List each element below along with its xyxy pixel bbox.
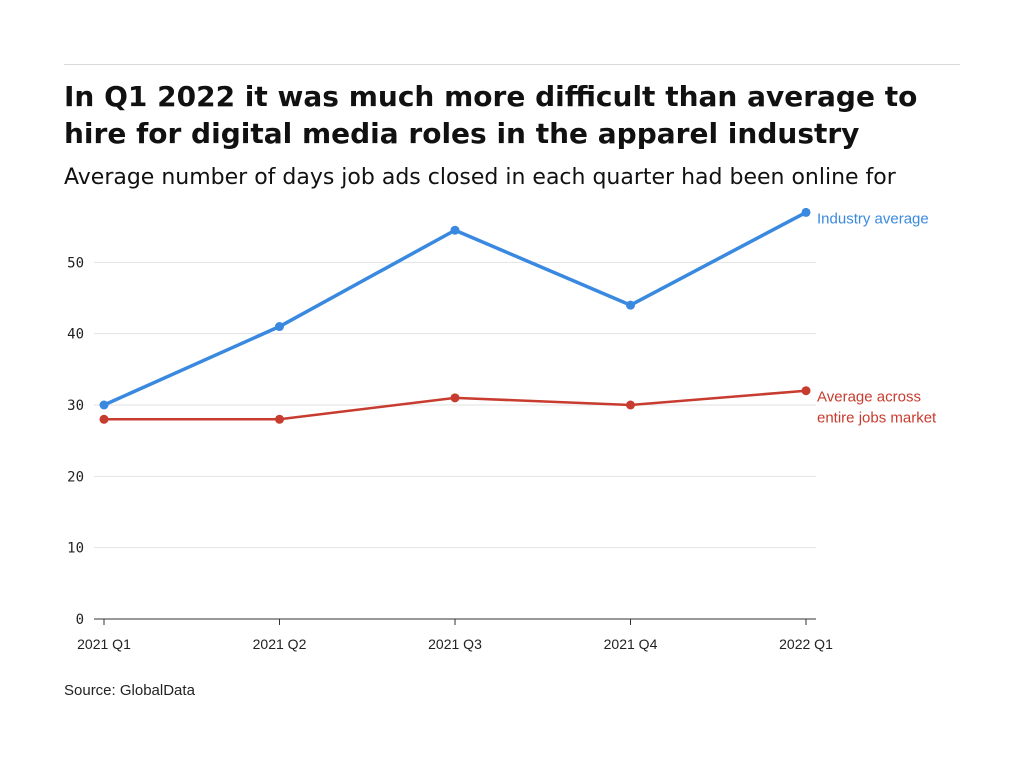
y-tick-label: 20 (67, 469, 84, 485)
series-label-line: Industry average (817, 210, 929, 227)
data-point (626, 300, 635, 310)
data-point (801, 207, 811, 217)
y-tick-label: 10 (67, 541, 84, 557)
series-label-line: entire jobs market (817, 410, 937, 427)
y-tick-label: 40 (67, 327, 84, 343)
data-point (275, 414, 284, 424)
data-point (450, 393, 460, 403)
series-line (102, 210, 808, 407)
series-label: Industry average (817, 210, 929, 227)
source-note: Source: GlobalData (64, 682, 195, 699)
x-tick-label: 2021 Q1 (77, 636, 131, 652)
top-rule (64, 64, 960, 65)
x-tick-label: 2021 Q3 (428, 636, 482, 652)
x-tick-label: 2021 Q2 (253, 636, 307, 652)
axes (94, 618, 816, 625)
chart-subtitle: Average number of days job ads closed in… (64, 165, 896, 190)
x-tick-label: 2022 Q1 (779, 636, 833, 652)
series-label-line: Average across (817, 389, 921, 406)
y-tick-label: 50 (67, 255, 84, 271)
data-point (99, 400, 109, 410)
data-point (99, 414, 109, 424)
data-point (626, 400, 635, 410)
series (99, 207, 811, 424)
gridlines (94, 261, 816, 549)
data-point (450, 225, 460, 235)
data-point (801, 386, 811, 396)
series-label: Average across entire jobs market (817, 389, 937, 427)
data-point (275, 322, 284, 332)
labels: 0 10 20 30 40 50 2021 Q1 2021 Q2 2021 Q3 2021 Q4 2… (67, 210, 937, 652)
y-tick-label: 30 (67, 398, 84, 414)
y-tick-label: 0 (76, 612, 84, 628)
x-tick-label: 2021 Q4 (604, 636, 658, 652)
chart-title: In Q1 2022 it was much more difficult th… (64, 80, 918, 150)
